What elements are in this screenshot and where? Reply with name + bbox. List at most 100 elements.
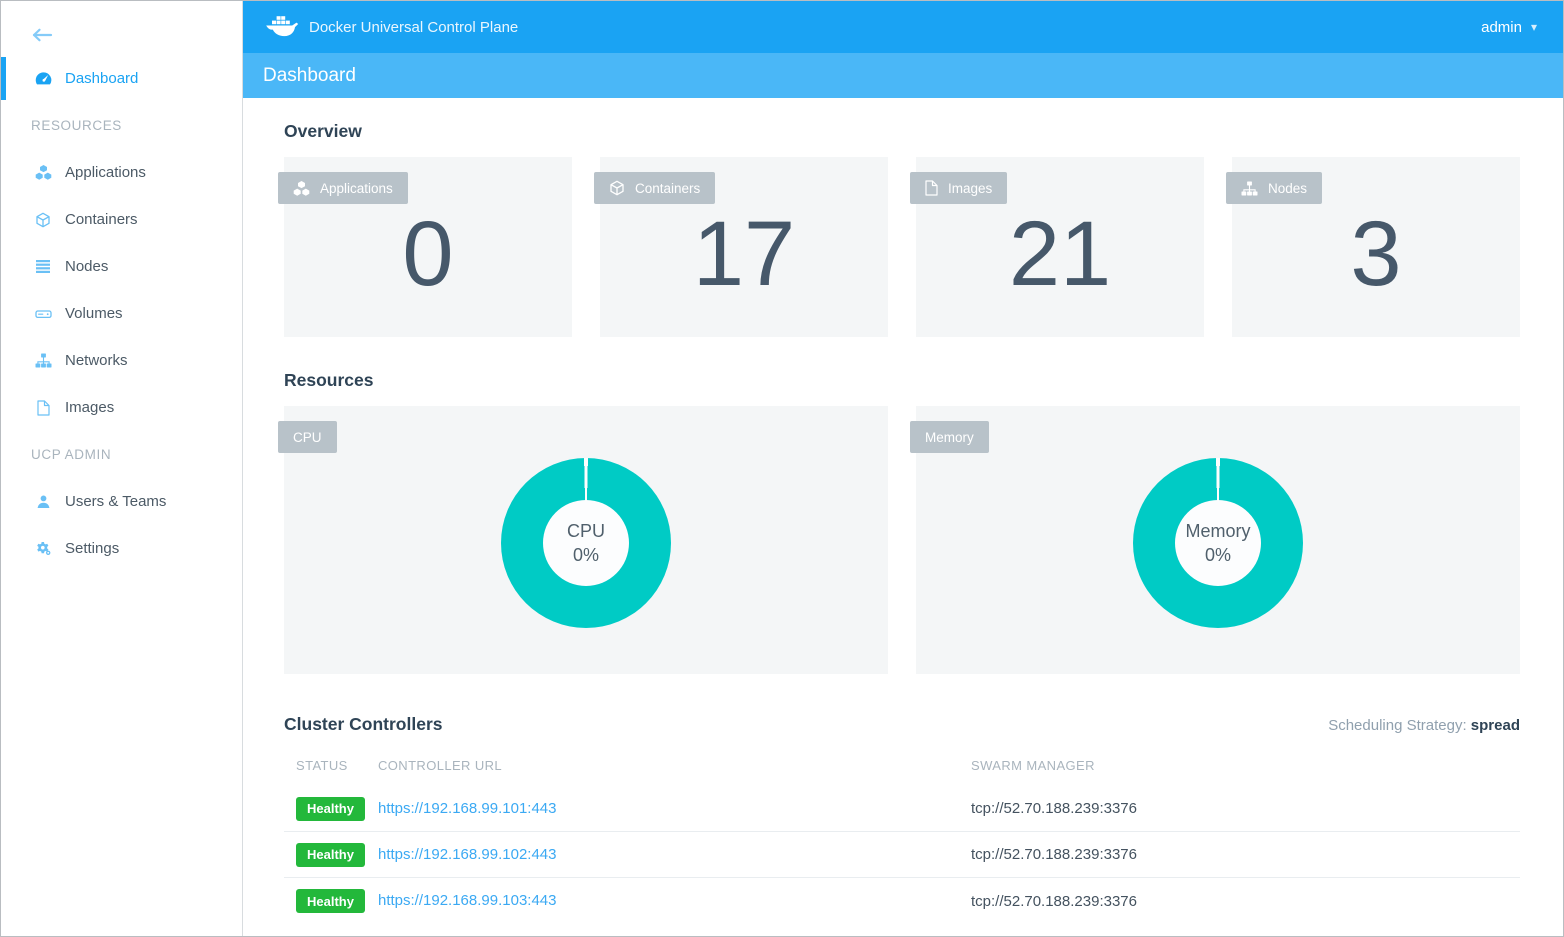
tachometer-icon xyxy=(33,71,53,86)
top-bar: Docker Universal Control Plane admin ▾ xyxy=(243,1,1563,53)
card-label: Nodes xyxy=(1268,180,1308,196)
sidebar-item-label: Dashboard xyxy=(65,70,139,87)
controller-url-link[interactable]: https://192.168.99.101:443 xyxy=(378,799,557,817)
sidebar: Dashboard RESOURCES Applications Contain… xyxy=(1,1,243,936)
table-row: Healthy https://192.168.99.101:443 tcp:/… xyxy=(284,786,1520,832)
nodes-card-badge: Nodes xyxy=(1226,172,1323,204)
dashboard-content: Overview Applications 0 xyxy=(243,98,1563,936)
sidebar-item-label: Users & Teams xyxy=(65,493,167,510)
overview-cards: Applications 0 Containers 17 xyxy=(278,157,1520,337)
column-header-controller-url: CONTROLLER URL xyxy=(378,757,503,773)
user-name: admin xyxy=(1481,18,1522,36)
controllers-table: STATUS CONTROLLER URL SWARM MANAGER Heal… xyxy=(284,752,1520,924)
nodes-count: 3 xyxy=(1350,203,1402,305)
cpu-donut-hole xyxy=(543,500,629,586)
status-badge: Healthy xyxy=(296,842,365,867)
containers-card-badge: Containers xyxy=(594,172,716,204)
containers-card: Containers 17 xyxy=(594,157,888,337)
sitemap-icon xyxy=(33,353,53,368)
sidebar-item-label: Nodes xyxy=(65,258,109,275)
applications-card-badge: Applications xyxy=(278,172,408,204)
memory-donut-label: Memory 0% xyxy=(1185,520,1251,565)
controller-url-link[interactable]: https://192.168.99.102:443 xyxy=(378,845,557,863)
sidebar-item-images[interactable]: Images xyxy=(1,384,242,431)
sidebar-item-users-teams[interactable]: Users & Teams xyxy=(1,478,242,525)
images-count: 21 xyxy=(1008,203,1112,305)
sidebar-item-label: Settings xyxy=(65,540,120,557)
swarm-manager-value: tcp://52.70.188.239:3376 xyxy=(971,800,1137,817)
gears-icon xyxy=(33,541,53,556)
memory-chart-panel: Memory Memory 0% xyxy=(910,406,1520,674)
sidebar-item-applications[interactable]: Applications xyxy=(1,149,242,196)
column-header-status: STATUS xyxy=(296,757,348,773)
nodes-card: Nodes 3 xyxy=(1226,157,1520,337)
containers-count: 17 xyxy=(692,203,796,305)
list-icon xyxy=(33,260,53,273)
swarm-manager-value: tcp://52.70.188.239:3376 xyxy=(971,846,1137,863)
cpu-chart-panel: CPU CPU 0% xyxy=(278,406,888,674)
cube-icon xyxy=(609,180,625,196)
card-label: Applications xyxy=(320,180,393,196)
memory-panel-badge: Memory xyxy=(910,421,989,453)
sidebar-section-resources: RESOURCES xyxy=(31,118,122,133)
scheduling-strategy: Scheduling Strategy: spread xyxy=(1328,717,1520,734)
applications-count: 0 xyxy=(402,203,454,305)
user-menu[interactable]: admin ▾ xyxy=(1481,19,1537,36)
sidebar-section-ucp-admin: UCP ADMIN xyxy=(31,447,112,462)
status-badge: Healthy xyxy=(296,889,365,913)
controller-url-link[interactable]: https://192.168.99.103:443 xyxy=(378,892,557,909)
sidebar-item-settings[interactable]: Settings xyxy=(1,525,242,572)
cubes-icon xyxy=(33,165,53,180)
sitemap-icon xyxy=(1241,181,1258,196)
sidebar-item-label: Volumes xyxy=(65,305,123,322)
arrow-left-icon xyxy=(31,27,53,43)
page-title: Dashboard xyxy=(263,64,356,86)
table-row: Healthy https://192.168.99.102:443 tcp:/… xyxy=(284,832,1520,878)
swarm-manager-value: tcp://52.70.188.239:3376 xyxy=(971,892,1137,910)
controllers-table-header: STATUS CONTROLLER URL SWARM MANAGER xyxy=(284,752,1520,778)
card-label: Containers xyxy=(635,180,701,196)
cubes-icon xyxy=(293,180,310,196)
images-card: Images 21 xyxy=(910,157,1204,337)
app-title: Docker Universal Control Plane xyxy=(309,18,519,36)
memory-donut-chart: Memory 0% xyxy=(1133,458,1303,628)
file-icon xyxy=(925,180,938,196)
cube-icon xyxy=(33,212,53,228)
overview-title: Overview xyxy=(284,121,362,141)
cluster-controllers-title: Cluster Controllers xyxy=(284,714,443,734)
sidebar-item-label: Images xyxy=(65,399,115,416)
column-header-swarm-manager: SWARM MANAGER xyxy=(971,757,1095,773)
file-icon xyxy=(33,399,53,416)
images-card-badge: Images xyxy=(910,172,1008,204)
card-label: Images xyxy=(948,180,993,196)
cluster-controllers-header: Cluster Controllers Scheduling Strategy:… xyxy=(284,714,1520,735)
cpu-donut-label: CPU 0% xyxy=(566,520,605,565)
panel-label: Memory xyxy=(925,429,974,445)
hdd-icon xyxy=(33,307,53,321)
sidebar-item-label: Networks xyxy=(65,352,128,369)
scheduling-strategy-value: spread xyxy=(1470,717,1520,734)
collapse-sidebar-button[interactable] xyxy=(1,15,242,55)
resources-title: Resources xyxy=(284,370,374,390)
caret-down-icon: ▾ xyxy=(1530,20,1537,34)
main-area: Docker Universal Control Plane admin ▾ D… xyxy=(243,1,1563,936)
user-icon xyxy=(33,494,53,509)
sidebar-item-dashboard[interactable]: Dashboard xyxy=(1,55,242,102)
memory-donut-hole xyxy=(1175,500,1261,586)
sidebar-item-containers[interactable]: Containers xyxy=(1,196,242,243)
cpu-panel-badge: CPU xyxy=(278,421,337,453)
applications-card: Applications 0 xyxy=(278,157,572,337)
sidebar-item-label: Containers xyxy=(65,211,138,228)
sidebar-item-label: Applications xyxy=(65,164,146,181)
sidebar-item-volumes[interactable]: Volumes xyxy=(1,290,242,337)
page-header: Dashboard xyxy=(243,53,1563,98)
status-badge: Healthy xyxy=(296,796,365,821)
cpu-donut-chart: CPU 0% xyxy=(501,458,671,628)
docker-whale-icon xyxy=(263,13,299,41)
sidebar-item-nodes[interactable]: Nodes xyxy=(1,243,242,290)
sidebar-item-networks[interactable]: Networks xyxy=(1,337,242,384)
resource-panels: CPU CPU 0% Memory xyxy=(278,406,1520,674)
table-row: Healthy https://192.168.99.103:443 tcp:/… xyxy=(284,878,1520,924)
panel-label: CPU xyxy=(293,429,322,445)
